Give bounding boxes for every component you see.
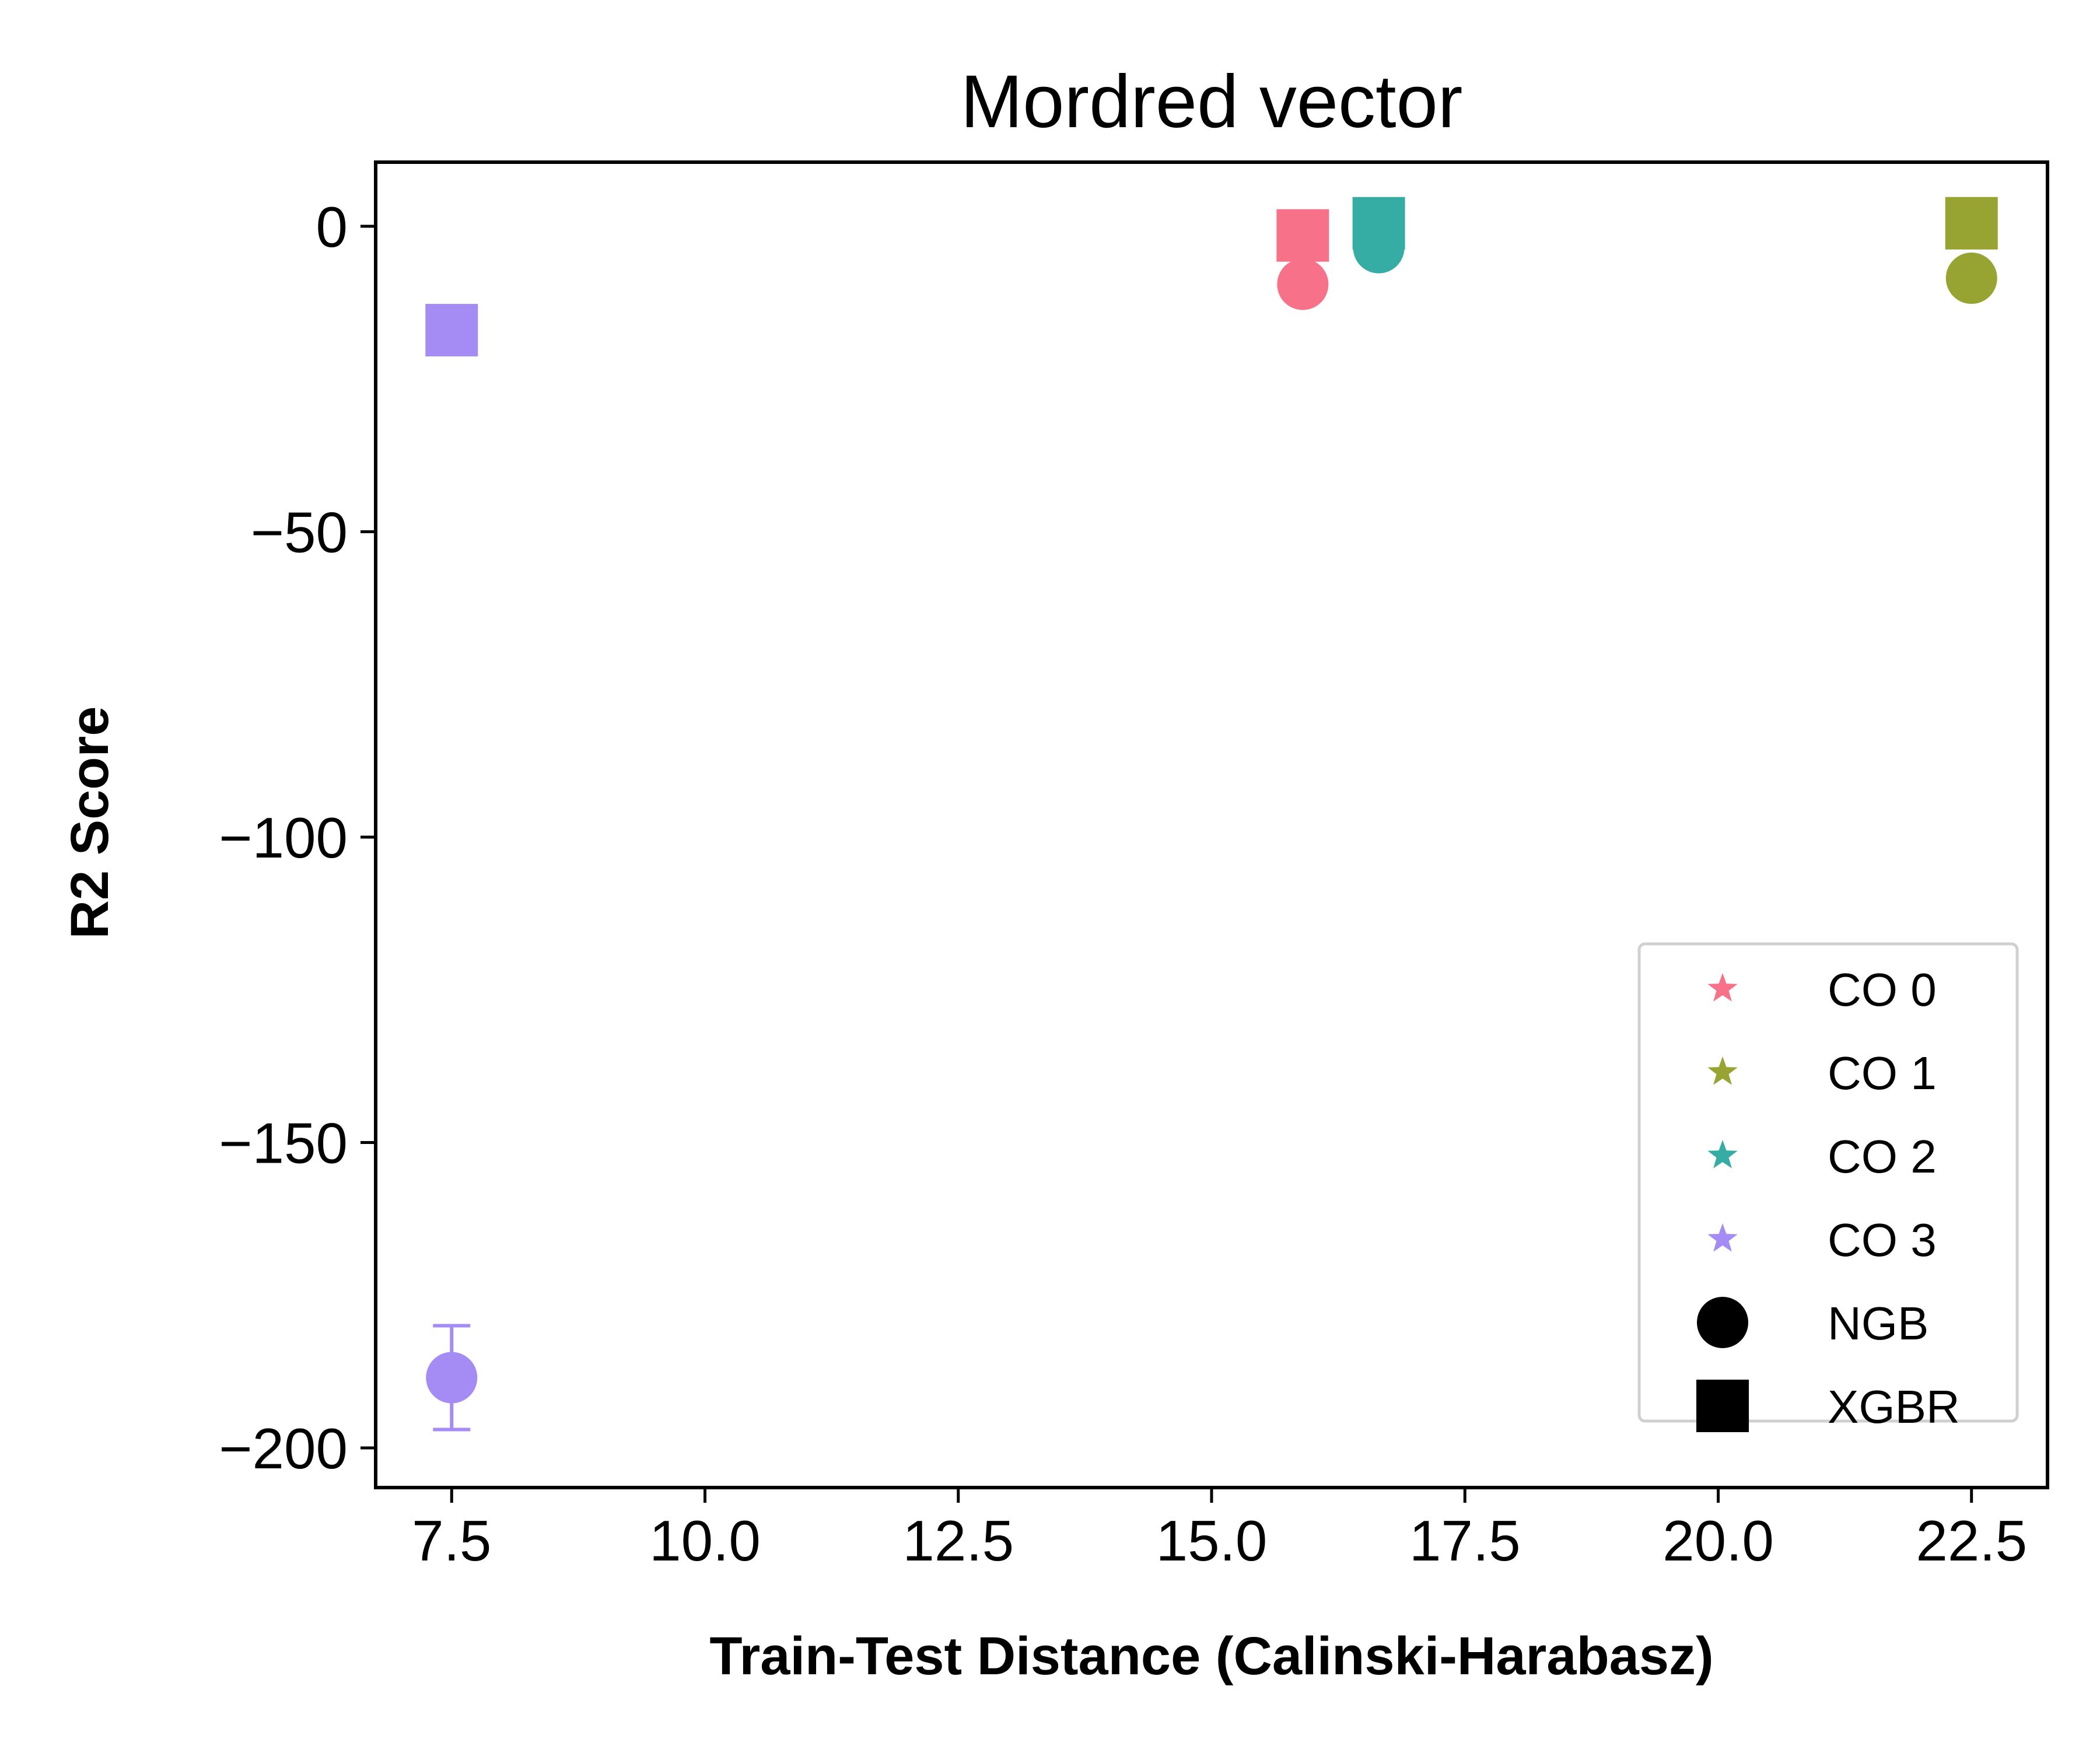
point-co-0-xgbr (1276, 209, 1329, 262)
legend-star-co-1 (1707, 1056, 1738, 1085)
point-co-2-ngb (1353, 222, 1405, 274)
x-tick-label: 15.0 (1156, 1509, 1268, 1573)
x-tick-label: 7.5 (412, 1509, 491, 1573)
x-tick-label: 17.5 (1409, 1509, 1521, 1573)
x-tick-label: 12.5 (902, 1509, 1014, 1573)
legend-label-co-2: CO 2 (1828, 1131, 1937, 1182)
point-co-1-xgbr (1945, 197, 1998, 250)
chart-title: Mordred vector (961, 60, 1463, 144)
legend-star-co-2 (1707, 1140, 1738, 1168)
legend-star-co-0 (1707, 973, 1738, 1002)
legend-star-co-3 (1707, 1223, 1738, 1252)
legend-label-co-0: CO 0 (1828, 964, 1937, 1016)
legend-label-ngb: NGB (1828, 1297, 1929, 1349)
legend-label-co-3: CO 3 (1828, 1214, 1937, 1266)
y-axis-label: R2 Score (60, 706, 120, 939)
x-tick-label: 20.0 (1662, 1509, 1774, 1573)
x-tick-label: 10.0 (649, 1509, 761, 1573)
y-tick-label: −150 (219, 1111, 348, 1175)
point-co-3-ngb (426, 1352, 478, 1404)
y-tick-label: −200 (219, 1416, 348, 1481)
y-tick-label: −100 (219, 806, 348, 870)
point-co-3-xgbr (425, 303, 478, 356)
legend-circle-ngb (1697, 1297, 1748, 1348)
legend-label-co-1: CO 1 (1828, 1047, 1937, 1099)
y-tick-label: −50 (251, 500, 348, 564)
legend-label-xgbr: XGBR (1828, 1381, 1960, 1433)
x-axis-label: Train-Test Distance (Calinski-Harabasz) (709, 1626, 1713, 1686)
x-tick-label: 22.5 (1916, 1509, 2027, 1573)
y-tick-label: 0 (316, 195, 348, 259)
plot-area-frame (374, 160, 2049, 1489)
point-co-0-ngb (1277, 258, 1329, 310)
legend-square-xgbr (1696, 1380, 1749, 1432)
point-co-1-ngb (1945, 252, 1997, 304)
